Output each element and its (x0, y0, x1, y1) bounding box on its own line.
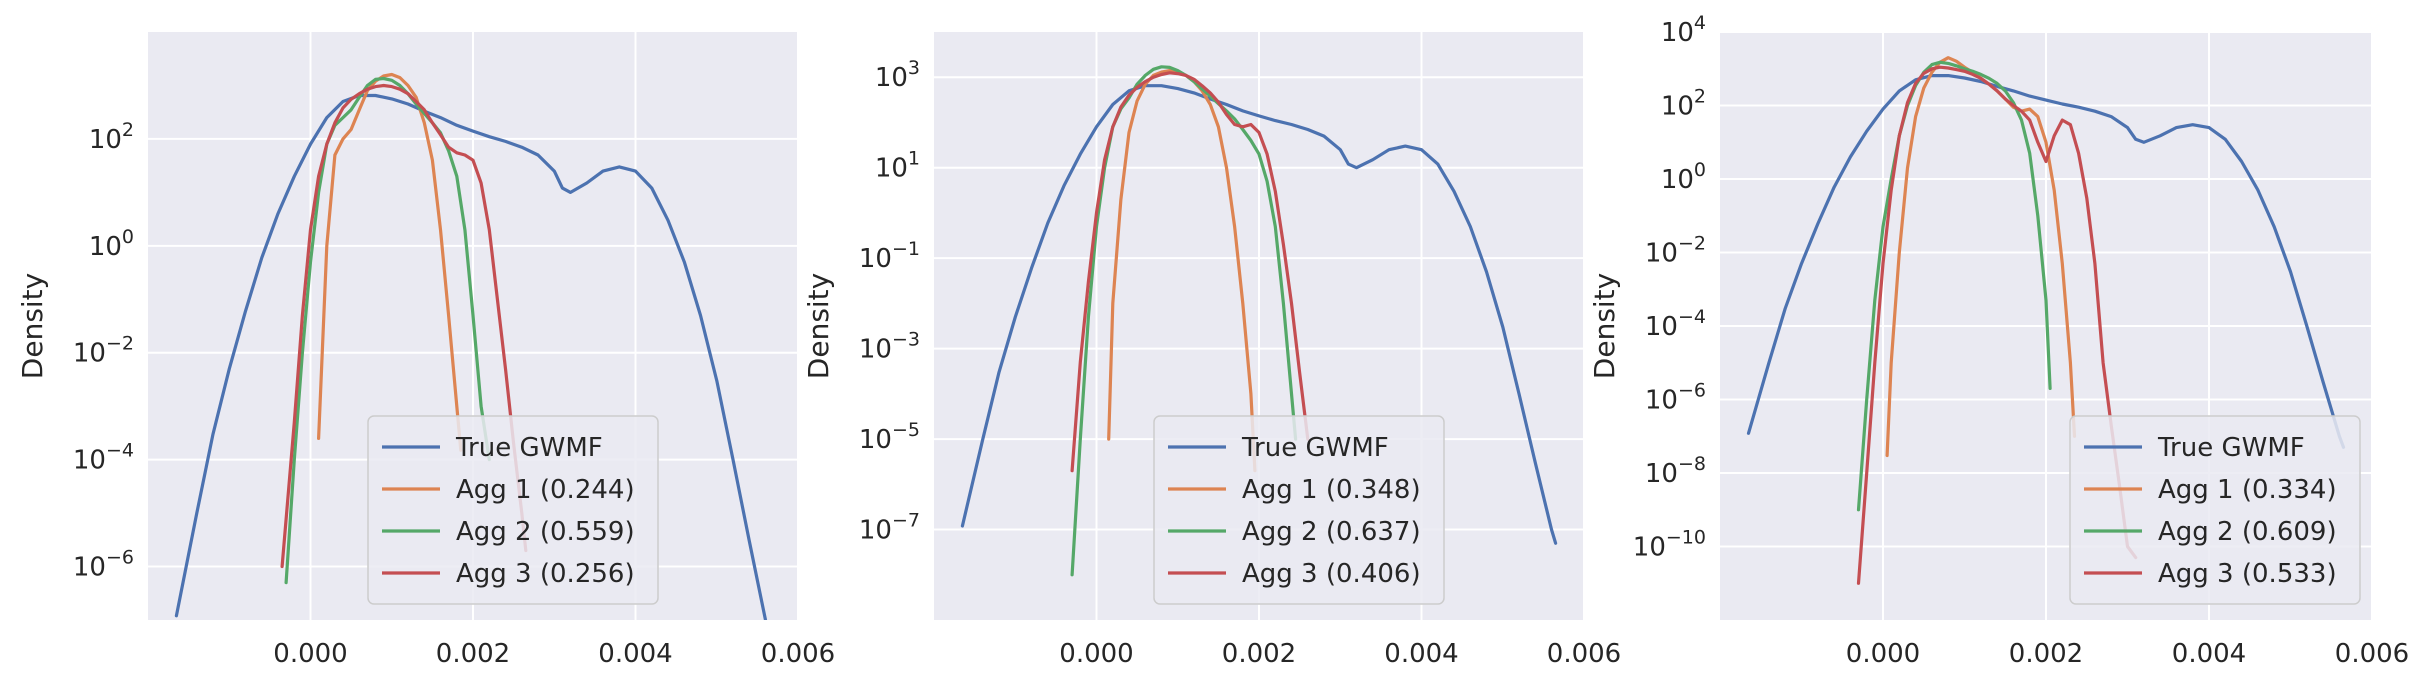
y-tick-label: 10−3 (859, 329, 920, 365)
y-tick-label: 101 (875, 148, 920, 184)
series-line (284, 76, 491, 585)
legend: True GWMF Agg 1 (0.334) Agg 2 (0.609) Agg 3… (2069, 415, 2361, 605)
y-tick-label: 10−2 (73, 333, 134, 369)
y-tick-label: 10−6 (73, 547, 134, 583)
legend-label: Agg 1 (0.244) (456, 475, 635, 505)
legend-label: Agg 2 (0.637) (1242, 517, 1421, 547)
legend: True GWMF Agg 1 (0.348) Agg 2 (0.637) Agg 3… (1153, 415, 1445, 605)
y-tick-label: 10−6 (1645, 380, 1706, 416)
series-line (1856, 65, 2138, 585)
legend-frame (367, 415, 659, 605)
series-line (317, 72, 463, 452)
y-tick-label: 10−8 (1645, 453, 1706, 489)
y-tick-label: 10−4 (73, 440, 134, 476)
series-line (1070, 71, 1310, 473)
x-tick-label: 0.000 (273, 639, 347, 669)
legend-label: True GWMF (2157, 433, 2305, 463)
legend-label: Agg 3 (0.406) (1242, 559, 1421, 589)
y-axis-label: Density (802, 273, 835, 379)
legend-label: True GWMF (455, 433, 603, 463)
y-tick-label: 10−7 (859, 510, 920, 546)
legend-label: Agg 1 (0.348) (1242, 475, 1421, 505)
y-tick-label: 103 (875, 57, 920, 93)
series-group (960, 65, 1558, 577)
legend-label: Agg 2 (0.559) (456, 517, 635, 547)
legend-label: Agg 2 (0.609) (2158, 517, 2337, 547)
y-axis-label: Density (1588, 273, 1621, 379)
y-axis-label: Density (16, 273, 49, 379)
legend-label: True GWMF (1241, 433, 1389, 463)
y-tick-label: 10−10 (1633, 527, 1706, 563)
legend: True GWMF Agg 1 (0.244) Agg 2 (0.559) Agg 3… (367, 415, 659, 605)
y-tick-label: 102 (89, 119, 134, 155)
series-line (960, 84, 1558, 545)
legend-label: Agg 3 (0.533) (2158, 559, 2337, 589)
series-line (280, 83, 528, 569)
series-group (174, 72, 768, 620)
x-tick-label: 0.002 (436, 639, 510, 669)
subplot-2: 0.000 0.002 0.004 0.006 103 101 10−1 10−3 10−5 10… (802, 32, 1621, 669)
legend-label: Agg 3 (0.256) (456, 559, 635, 589)
y-tick-label: 10−1 (859, 238, 920, 274)
y-tick-label: 10−5 (859, 419, 920, 455)
y-tick-label: 102 (1661, 86, 1706, 122)
legend-label: Agg 1 (0.334) (2158, 475, 2337, 505)
x-tick-label: 0.004 (2172, 639, 2246, 669)
x-tick-label: 0.002 (2009, 639, 2083, 669)
series-line (1746, 73, 2346, 449)
legend-frame (1153, 415, 1445, 605)
subplot-3: 0.000 0.002 0.004 0.006 104 102 100 10−2 10−4 10−… (1588, 12, 2409, 669)
y-tick-label: 100 (89, 226, 134, 262)
x-tick-label: 0.006 (1547, 639, 1621, 669)
x-tick-label: 0.002 (1222, 639, 1296, 669)
legend-frame (2069, 415, 2361, 605)
subplot-1: 0.000 0.002 0.004 0.006 102 100 10−2 10−4 10−6 De… (16, 32, 835, 669)
x-tick-label: 0.006 (2335, 639, 2409, 669)
y-tick-label: 10−4 (1645, 306, 1706, 342)
x-tick-label: 0.004 (598, 639, 672, 669)
y-tick-label: 104 (1661, 12, 1706, 48)
series-line (174, 93, 768, 620)
x-tick-label: 0.000 (1059, 639, 1133, 669)
series-group (1746, 56, 2346, 585)
x-tick-label: 0.000 (1846, 639, 1920, 669)
series-line (1856, 60, 2052, 512)
x-tick-label: 0.004 (1384, 639, 1458, 669)
y-tick-label: 100 (1661, 159, 1706, 195)
y-tick-label: 10−2 (1645, 233, 1706, 269)
x-tick-label: 0.006 (761, 639, 835, 669)
